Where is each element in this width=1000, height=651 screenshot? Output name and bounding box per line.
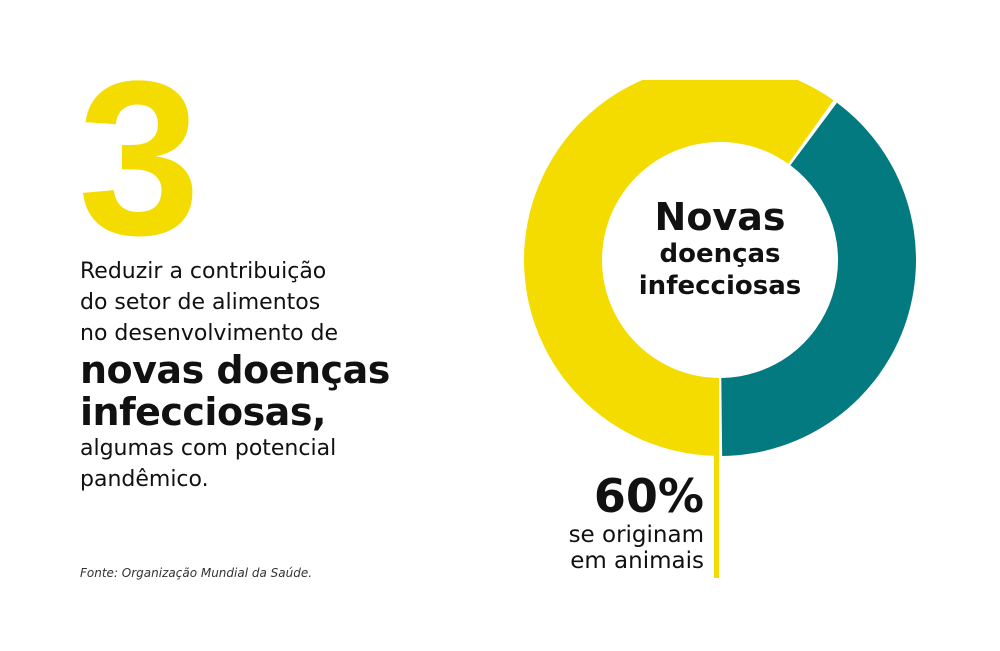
source-note: Fonte: Organização Mundial da Saúde. bbox=[80, 566, 313, 580]
donut-chart bbox=[524, 80, 916, 578]
annotation-text: se originam bbox=[568, 522, 704, 548]
donut-slice bbox=[524, 80, 834, 456]
big-number: 3 bbox=[78, 35, 201, 281]
description: Reduzir a contribuição do setor de alime… bbox=[80, 256, 460, 495]
donut-slice bbox=[721, 102, 916, 456]
center-label-line: Novas bbox=[654, 195, 786, 239]
description-highlight: novas doenças bbox=[80, 348, 390, 392]
description-line: do setor de alimentos bbox=[80, 290, 321, 315]
annotation-text: em animais bbox=[570, 548, 704, 574]
annotation: 60% se originam em animais bbox=[500, 470, 704, 574]
description-line: pandêmico. bbox=[80, 467, 209, 492]
annotation-value: 60% bbox=[593, 469, 704, 523]
center-label-line: doenças bbox=[659, 239, 781, 269]
description-line: algumas com potencial bbox=[80, 436, 337, 461]
donut-center-label: Novas doenças infecciosas bbox=[600, 196, 840, 302]
center-label-line: infecciosas bbox=[638, 271, 802, 301]
description-line: Reduzir a contribuição bbox=[80, 259, 327, 284]
description-highlight: infecciosas, bbox=[80, 390, 326, 434]
description-line: no desenvolvimento de bbox=[80, 321, 339, 346]
annotation-leader-line bbox=[714, 378, 719, 578]
